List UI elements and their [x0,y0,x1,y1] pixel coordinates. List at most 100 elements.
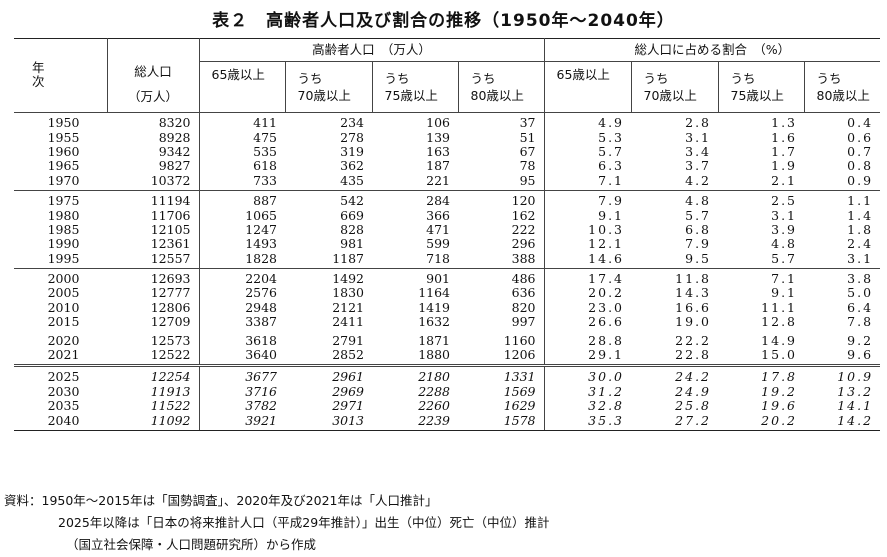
age70-population-cell: 2852 [332,347,364,363]
age80-ratio-cell: 1.8 [847,221,874,237]
age80-population-cell: 486 [458,267,545,287]
age75-population-cell: 471 [426,221,450,237]
population-subheader: うち 70歳以上 [284,61,372,113]
total-population-cell: 8320 [107,112,200,131]
table-row: 1955 8928 475 278 139 51 5.3 3.1 1.6 0.6 [14,129,880,145]
age65-ratio-cell: 20.2 [588,285,625,301]
table-row: 1970 10372 733 435 221 95 7.1 4.2 2.1 0.9 [14,172,880,191]
age65-ratio-cell: 7.9 [544,189,632,209]
age75-ratio-cell: 1.6 [771,129,798,145]
historical-block: 2000 12693 2204 1492 901 486 17.4 11.8 7.1 3.8 200… [14,267,881,366]
age80-population-cell: 1629 [458,399,545,414]
subheader-line2: 80歳以上 [470,88,524,103]
age65-population-cell: 2204 [199,267,285,287]
age75-ratio-cell: 20.2 [718,413,805,431]
total-population-cell: 8928 [107,130,200,145]
age80-ratio-cell: 0.9 [847,172,874,188]
age75-ratio-cell: 1.7 [771,143,798,159]
table-row: 2015 12709 3387 2411 1632 997 26.6 19.0 12.8 7.8 [14,314,880,330]
age75-population-cell: 1871 [418,332,450,348]
age70-ratio-cell: 11.8 [631,267,719,287]
age70-ratio-cell: 7.9 [685,236,712,252]
age75-ratio-cell: 9.1 [771,285,798,301]
age65-ratio-cell: 35.3 [544,413,632,431]
table-row: 2005 12777 2576 1830 1164 636 20.2 14.3 9.1 5.0 [14,285,880,301]
year-cell: 1950 [14,112,107,131]
subheader-line2: 70歳以上 [643,88,697,103]
age65-ratio-cell: 30.0 [544,364,632,385]
age75-ratio-cell: 1.3 [718,112,805,131]
total-population-cell: 12361 [107,237,200,252]
total-population-header: 総人口 （万人） [107,38,200,113]
year-cell: 2015 [47,314,80,330]
age75-population-cell: 106 [372,112,458,131]
age75-population-cell: 2239 [372,413,458,431]
age65-ratio-cell: 4.9 [544,112,632,131]
age70-ratio-cell: 2.8 [631,112,719,131]
population-subheader: 65歳以上 [199,61,285,113]
age65-ratio-cell: 12.1 [588,236,625,252]
total-population-cell: 11706 [107,208,200,223]
age65-ratio-cell: 23.0 [588,299,625,315]
age80-ratio-cell: 14.1 [837,398,874,414]
year-cell: 1960 [47,143,80,159]
age65-ratio-cell: 29.1 [588,347,625,363]
age80-population-cell: 1160 [458,329,545,348]
subheader-line1: うち [384,71,410,86]
age75-population-cell: 1632 [418,314,450,330]
age75-ratio-cell: 4.8 [771,236,798,252]
age75-ratio-cell: 19.2 [761,383,798,399]
age70-ratio-cell: 24.9 [675,383,712,399]
total-population-cell: 12557 [107,251,200,269]
total-population-cell: 11522 [107,399,200,414]
age75-population-cell: 901 [372,267,458,287]
age70-ratio-cell: 24.2 [631,364,719,385]
year-cell: 2005 [47,285,80,301]
age70-population-cell: 542 [285,189,372,209]
age80-ratio-cell: 0.4 [804,112,881,131]
age80-ratio-cell: 13.2 [837,383,874,399]
year-cell: 1955 [47,129,80,145]
age70-ratio-cell: 4.2 [685,172,712,188]
age80-population-cell: 51 [458,130,545,145]
age80-ratio-cell: 9.6 [847,347,874,363]
age70-population-cell: 362 [340,158,364,174]
source-notes: 資料：1950年～2015年は「国勢調査」、2020年及び2021年は「人口推計… [4,490,549,556]
age75-ratio-cell: 1.9 [771,158,798,174]
year-cell: 2021 [47,347,80,363]
total-population-cell: 11092 [107,413,200,431]
table-row: 2040 11092 3921 3013 2239 1578 35.3 27.2 20.2 14.… [14,413,881,431]
year-cell: 2025 [14,364,107,385]
elderly-population-group-header: 高齢者人口 （万人） [199,38,545,62]
age70-population-cell: 2791 [332,332,364,348]
age80-ratio-cell: 14.2 [804,413,881,431]
age65-population-cell: 1247 [245,221,277,237]
total-population-cell: 12709 [107,315,200,330]
age65-population-cell: 887 [199,189,285,209]
year-cell: 2040 [14,413,107,431]
age75-population-cell: 187 [426,158,450,174]
age70-population-cell: 435 [340,172,364,188]
age65-ratio-cell: 31.2 [588,383,625,399]
population-subheader: うち 75歳以上 [371,61,458,113]
age80-population-cell: 95 [458,173,545,191]
total-population-cell: 12573 [107,329,200,348]
table-row: 2035 11522 3782 2971 2260 1629 32.8 25.8 19.6 14.… [14,398,880,414]
age80-population-cell: 67 [458,144,545,160]
age80-ratio-cell: 3.1 [847,250,874,266]
age70-ratio-cell: 19.0 [675,314,712,330]
age75-ratio-cell: 2.1 [771,172,798,188]
historical-block: 1975 11194 887 542 284 120 7.9 4.8 2.5 1.1 1980 117… [14,189,881,269]
age70-population-cell: 3013 [285,413,372,431]
total-population-cell: 12693 [107,267,200,287]
age80-ratio-cell: 2.4 [847,236,874,252]
table-row: 1975 11194 887 542 284 120 7.9 4.8 2.5 1.1 [14,189,881,209]
age65-population-cell: 1065 [245,207,277,223]
age65-population-cell: 475 [253,129,277,145]
age70-population-cell: 2971 [332,398,364,414]
age65-ratio-cell: 28.8 [588,332,625,348]
ratio-subheader: 65歳以上 [544,61,632,113]
subheader-line1: うち [816,71,842,86]
subheader-line2: 70歳以上 [297,88,351,103]
total-population-cell: 9342 [107,144,200,160]
